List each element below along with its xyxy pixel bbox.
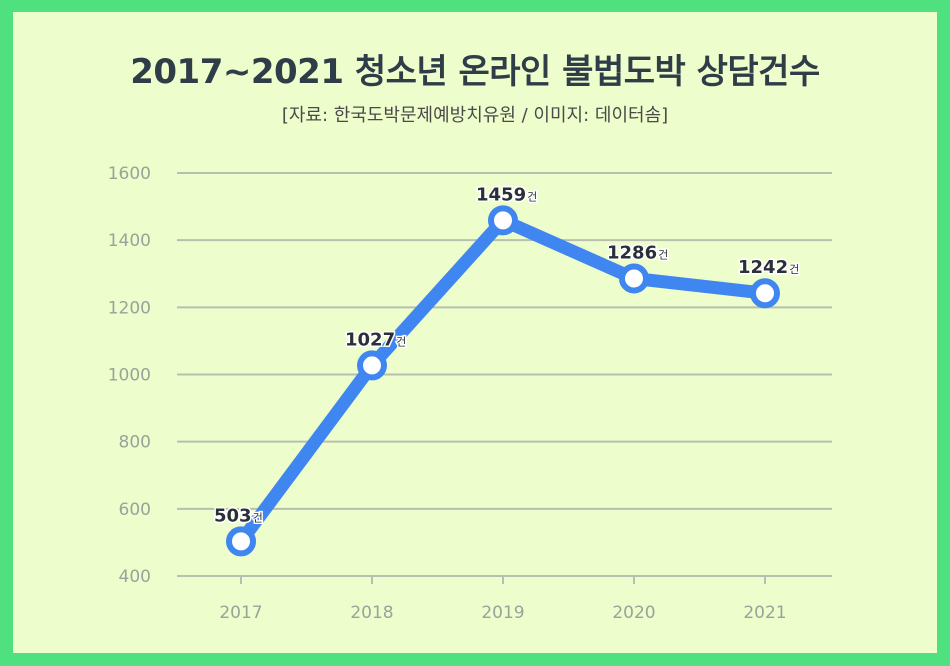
y-tick-label: 600 (119, 500, 151, 520)
y-tick-label: 1000 (108, 366, 151, 386)
y-axis-ticks: 400 600 800 1000 1200 1400 1600 (108, 164, 151, 587)
x-tick-label: 2017 (219, 603, 262, 623)
data-point (750, 278, 780, 309)
y-tick-label: 1400 (108, 231, 151, 251)
x-tick-label: 2018 (350, 603, 393, 623)
x-axis-ticks: 2017 2018 2019 2020 2021 (219, 576, 787, 623)
data-label: 1286건 (607, 242, 668, 263)
series-line (234, 213, 772, 548)
x-tick-label: 2020 (612, 603, 655, 623)
data-points (226, 205, 780, 557)
data-label: 1242건 (738, 257, 799, 278)
data-point (488, 205, 518, 236)
data-point (619, 263, 649, 294)
chart-panel (13, 12, 937, 653)
y-tick-label: 400 (119, 567, 151, 587)
data-point (226, 526, 256, 557)
data-point (357, 350, 387, 381)
data-label: 503건 (214, 505, 263, 526)
y-tick-label: 1600 (108, 164, 151, 184)
series-line-group (234, 213, 772, 548)
x-tick-label: 2019 (481, 603, 524, 623)
y-tick-label: 800 (119, 433, 151, 453)
chart-source: [자료: 한국도박문제예방치유원 / 이미지: 데이터솜] (281, 105, 669, 126)
chart-title: 2017~2021 청소년 온라인 불법도박 상담건수 (130, 52, 820, 92)
grid-lines (177, 172, 832, 577)
x-tick-label: 2021 (743, 603, 786, 623)
y-tick-label: 1200 (108, 298, 151, 318)
data-label: 1459건 (476, 184, 537, 205)
